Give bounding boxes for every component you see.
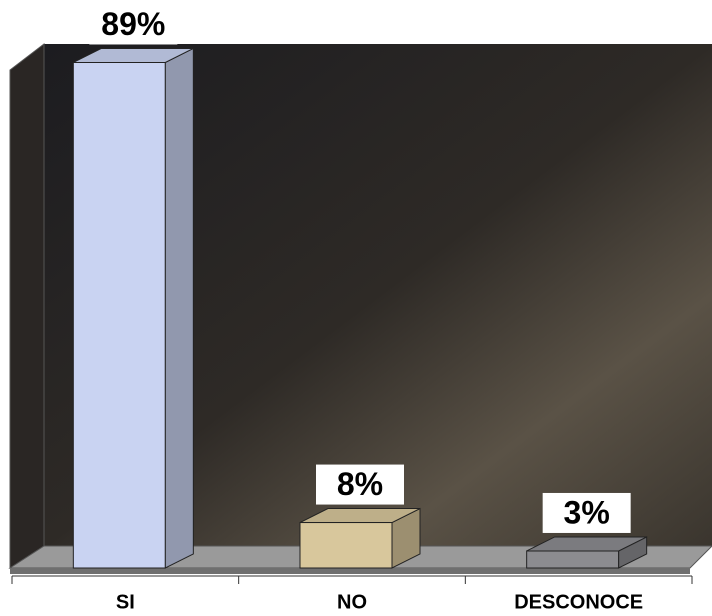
value-label: 3% (564, 494, 610, 530)
value-label: 89% (101, 6, 165, 42)
value-label-box (89, 4, 178, 45)
left-wall (9, 42, 45, 569)
bar-front (72, 61, 166, 569)
bar-front (299, 522, 393, 569)
value-label: 8% (337, 466, 383, 502)
bar-side (164, 47, 194, 569)
bar-front (526, 550, 620, 569)
value-label-box (316, 464, 404, 505)
bar-top (299, 508, 421, 524)
x-tick-label: NO (337, 591, 367, 613)
bar (72, 47, 194, 569)
x-tick-label: DESCONOCE (514, 591, 643, 613)
x-tick-label: SI (116, 591, 135, 613)
bar (526, 536, 648, 569)
bar-top (73, 47, 194, 63)
bar (299, 507, 421, 569)
bar-top (526, 536, 647, 552)
floor-edge (10, 568, 690, 574)
value-label-box (542, 492, 631, 533)
